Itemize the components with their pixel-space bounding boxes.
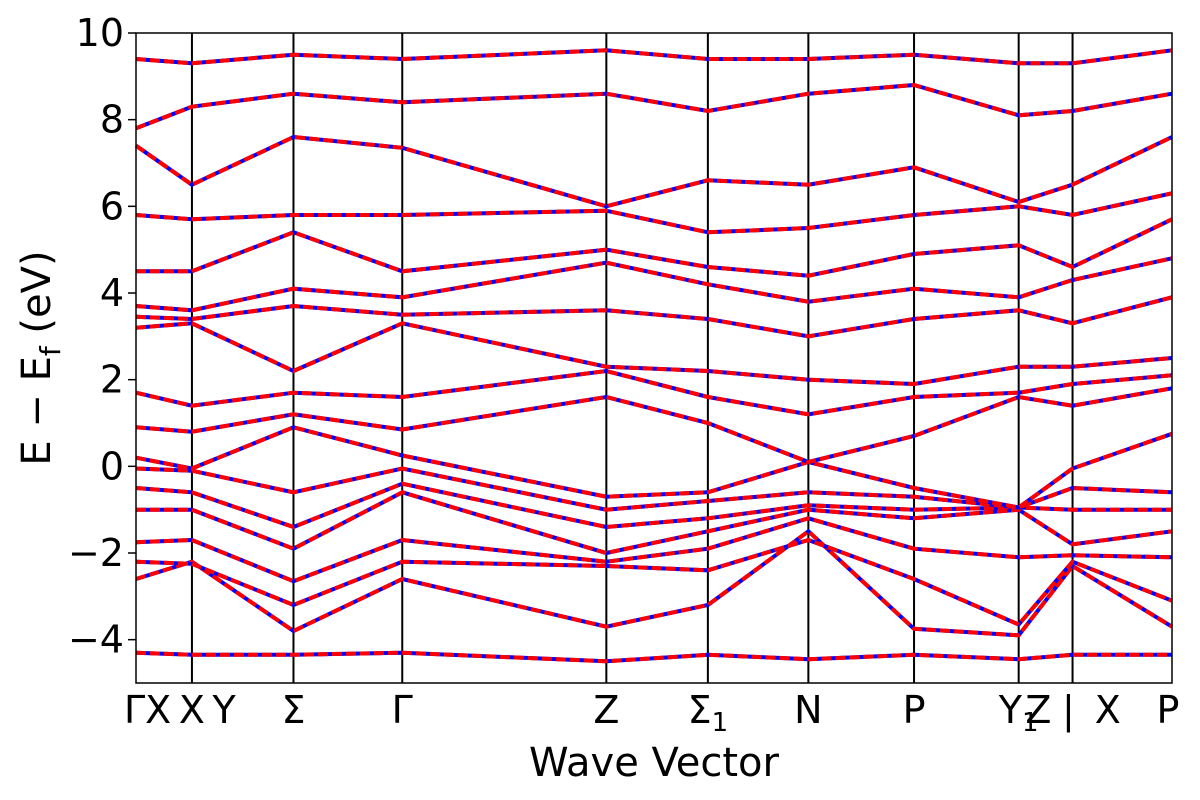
- x-axis-title: Wave Vector: [529, 740, 780, 786]
- band-dft-10: [135, 321, 1173, 387]
- band-wannier-13: [136, 217, 1173, 278]
- band-dft-14: [135, 191, 1173, 235]
- x-tick-label-0: ΓX: [124, 688, 171, 732]
- x-tick-label-11: |: [1062, 688, 1075, 733]
- x-tick-label-4: Γ: [392, 688, 413, 732]
- band-wannier-4: [136, 490, 1173, 556]
- x-tick-label-6: Σ1: [688, 688, 729, 738]
- x-tick-label-3: Σ: [281, 688, 305, 732]
- x-tick-label-9: Y1: [998, 688, 1039, 738]
- y-tick-label-7: 10: [76, 11, 124, 55]
- band-dft-6: [135, 466, 1173, 512]
- band-wannier-11: [135, 295, 1173, 339]
- band-wannier-5: [135, 481, 1172, 530]
- band-wannier-8: [135, 386, 1173, 465]
- y-tick-label-6: 8: [100, 98, 124, 142]
- x-tick-label-12: X: [1095, 688, 1121, 732]
- y-tick-label-5: 6: [100, 184, 124, 228]
- band-wannier-2: [135, 537, 1173, 627]
- x-tick-label-5: Z: [593, 688, 619, 732]
- band-wannier-17: [135, 48, 1173, 66]
- y-tick-label-1: −2: [68, 531, 124, 575]
- band-dft-11: [135, 295, 1173, 339]
- band-wannier-16: [135, 82, 1173, 131]
- band-wannier-9: [135, 368, 1173, 417]
- band-wannier-0: [135, 650, 1172, 664]
- y-axis-title-subscript: f: [34, 345, 67, 356]
- plot-frame: [135, 32, 1173, 684]
- band-wannier-15: [134, 134, 1173, 209]
- y-tick-label-0: −4: [68, 618, 124, 662]
- x-tick-label-13: P: [1157, 688, 1180, 732]
- band-wannier-12: [135, 256, 1173, 313]
- band-dft-12: [135, 256, 1173, 313]
- y-tick-label-3: 2: [100, 358, 124, 402]
- band-wannier-14: [135, 191, 1173, 235]
- x-tick-label-10: Z: [1025, 688, 1051, 732]
- band-wannier-6: [135, 466, 1173, 512]
- y-tick-label-4: 4: [100, 271, 124, 315]
- symmetry-line-layer: [190, 33, 1074, 683]
- band-dft-13: [136, 217, 1173, 278]
- band-wannier-1: [135, 528, 1174, 638]
- y-axis-title-main: E − E: [14, 356, 60, 466]
- bands-layer: [134, 48, 1174, 664]
- x-tick-label-8: P: [903, 688, 926, 732]
- y-axis-title: E − Ef (eV): [14, 250, 67, 465]
- x-tick-label-1: X: [179, 688, 205, 732]
- y-tick-layer: −4 −2 0 2 4 6 8 10: [68, 11, 136, 662]
- y-axis-title-unit: (eV): [14, 250, 60, 346]
- x-tick-label-2: Y: [211, 688, 236, 732]
- y-tick-label-2: 0: [100, 444, 124, 488]
- band-wannier-3: [135, 516, 1173, 584]
- band-wannier-10: [135, 321, 1173, 387]
- x-tick-label-7: N: [794, 688, 822, 732]
- x-tick-layer: ΓX X Y Σ Γ Z Σ1 N P Y1Z | X P: [124, 688, 1179, 738]
- band-dft-16: [135, 82, 1173, 131]
- band-wannier-7: [135, 425, 1173, 510]
